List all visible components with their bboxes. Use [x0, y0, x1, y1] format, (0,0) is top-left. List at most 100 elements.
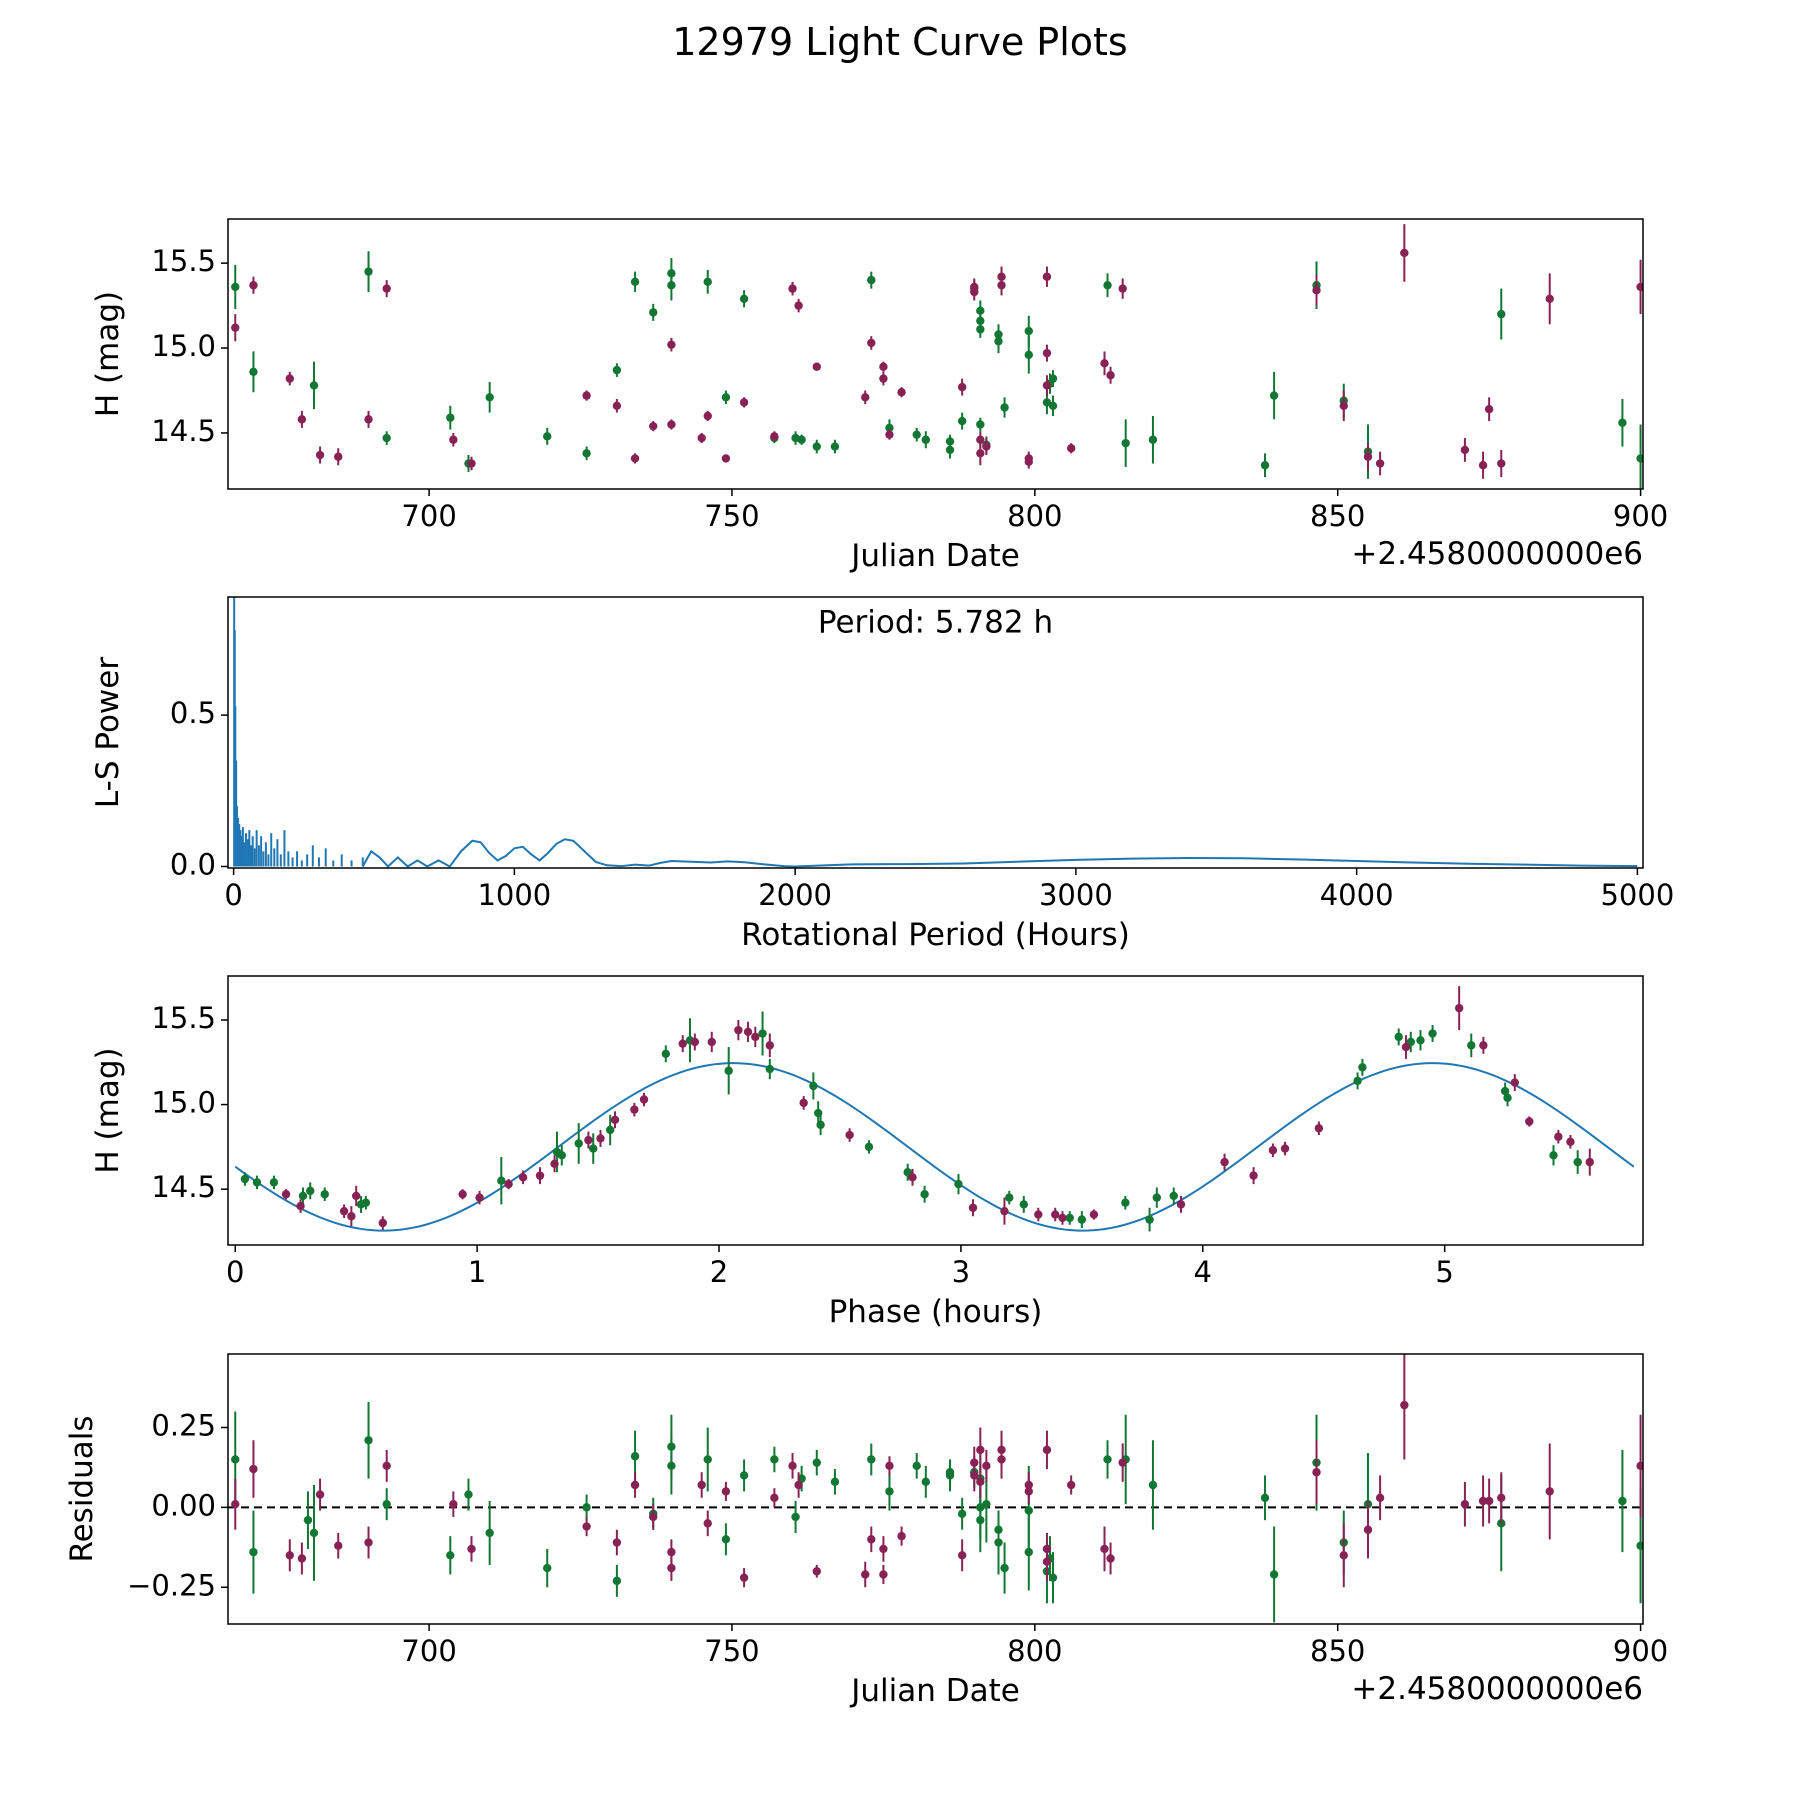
green-data-point [497, 1176, 506, 1185]
green-data-point [269, 1178, 279, 1187]
green-data-point [574, 1139, 583, 1148]
maroon-data-point [582, 391, 591, 400]
x-tick-label: 3000 [1039, 878, 1113, 912]
maroon-data-point [518, 1173, 528, 1182]
maroon-data-point [1118, 284, 1127, 293]
green-data-point [1497, 309, 1506, 319]
maroon-data-point [1268, 1146, 1278, 1155]
green-data-point [885, 1487, 894, 1496]
green-data-point [830, 1477, 840, 1487]
green-data-point [240, 1174, 250, 1184]
x-tick-label: 1000 [477, 878, 551, 912]
green-data-point [864, 1142, 874, 1152]
green-data-point [885, 423, 894, 433]
maroon-data-point [1478, 1496, 1488, 1506]
maroon-data-point [1100, 359, 1109, 368]
x-tick-label: 2 [710, 1255, 728, 1289]
maroon-data-point [1280, 1144, 1290, 1153]
maroon-data-point [1460, 445, 1470, 455]
maroon-data-point [1066, 1480, 1076, 1490]
maroon-data-point [1220, 1157, 1229, 1167]
maroon-data-point [1106, 371, 1115, 380]
green-data-point [791, 1512, 800, 1522]
maroon-data-point [1058, 1213, 1067, 1223]
maroon-data-point [970, 282, 979, 292]
maroon-data-point [649, 421, 658, 431]
green-data-point [464, 1490, 473, 1499]
maroon-data-point [1566, 1137, 1575, 1146]
model-fit-curve [234, 1062, 1635, 1232]
maroon-data-point [1363, 1525, 1373, 1534]
green-data-point [1394, 1032, 1403, 1042]
residuals-plot-area [228, 1354, 1643, 1623]
green-data-point [382, 1499, 391, 1509]
y-tick-label: 15.5 [151, 1001, 216, 1035]
green-data-point [543, 432, 552, 441]
maroon-data-point [867, 1535, 876, 1544]
power-curve [361, 838, 1638, 868]
maroon-data-point [351, 1191, 361, 1201]
green-data-point [1636, 454, 1643, 463]
x-tick-label: 1 [468, 1255, 486, 1289]
x-tick-label: 700 [401, 1634, 456, 1668]
green-data-point [1260, 1493, 1270, 1502]
x-tick-label: 4 [1194, 1255, 1212, 1289]
maroon-data-point [812, 1567, 821, 1576]
periodogram-axes: Period: 5.782 h 0 1000 2000 3000 4000 5000 0.0 0… [90, 596, 1674, 953]
y-tick-label: 15.0 [151, 329, 216, 363]
green-data-point [724, 1066, 733, 1075]
green-data-point [921, 435, 931, 444]
maroon-data-point [743, 1027, 753, 1037]
green-data-point [485, 393, 494, 402]
green-data-point [812, 1458, 821, 1467]
green-data-point [612, 365, 622, 375]
maroon-data-point [1636, 1461, 1643, 1471]
green-data-point [446, 1551, 455, 1560]
maroon-data-point [1312, 286, 1321, 295]
green-data-point [589, 1144, 598, 1153]
maroon-data-point [788, 1461, 797, 1471]
maroon-data-point [364, 415, 373, 424]
maroon-data-point [467, 459, 476, 468]
green-data-point [920, 1190, 929, 1199]
maroon-data-point [630, 1105, 639, 1114]
green-data-point [1103, 281, 1112, 290]
green-data-point [912, 430, 921, 439]
maroon-data-point [879, 374, 888, 383]
maroon-data-point [1100, 1544, 1109, 1554]
maroon-data-point [1106, 1554, 1115, 1563]
maroon-data-point [734, 1025, 743, 1035]
green-data-point [557, 1151, 566, 1160]
maroon-data-point [794, 1480, 803, 1490]
maroon-data-point [1000, 1206, 1009, 1216]
maroon-data-point [1034, 1210, 1043, 1219]
maroon-data-point [249, 281, 258, 290]
green-data-point [830, 442, 840, 451]
maroon-data-point [845, 1130, 854, 1140]
maroon-data-point [1400, 248, 1409, 258]
maroon-data-point [582, 1522, 591, 1531]
green-data-point [994, 1538, 1003, 1547]
periodogram-plot-area [233, 597, 1638, 868]
green-data-point [1169, 1191, 1178, 1201]
green-data-point [630, 1452, 640, 1461]
maroon-data-point [1042, 348, 1052, 358]
maroon-data-point [739, 1573, 749, 1582]
green-data-point [1416, 1036, 1425, 1045]
maroon-data-point [1024, 454, 1033, 463]
green-data-point [703, 277, 712, 287]
maroon-data-point [1585, 1157, 1594, 1167]
maroon-data-point [997, 272, 1006, 281]
maroon-data-point [976, 435, 985, 444]
maroon-data-point [1525, 1117, 1534, 1126]
x-tick-label: 4000 [1320, 878, 1394, 912]
green-data-point [758, 1029, 767, 1038]
periodogram-frame [227, 596, 1644, 869]
x-axis-label: Phase (hours) [829, 1294, 1043, 1330]
maroon-data-point [690, 1037, 700, 1047]
residuals-axes: 700 750 800 850 900 −0.25 0.00 0.25 Julian Date R… [64, 1353, 1668, 1709]
maroon-data-point [751, 1032, 760, 1042]
green-data-point [630, 277, 640, 287]
maroon-data-point [879, 1570, 888, 1579]
